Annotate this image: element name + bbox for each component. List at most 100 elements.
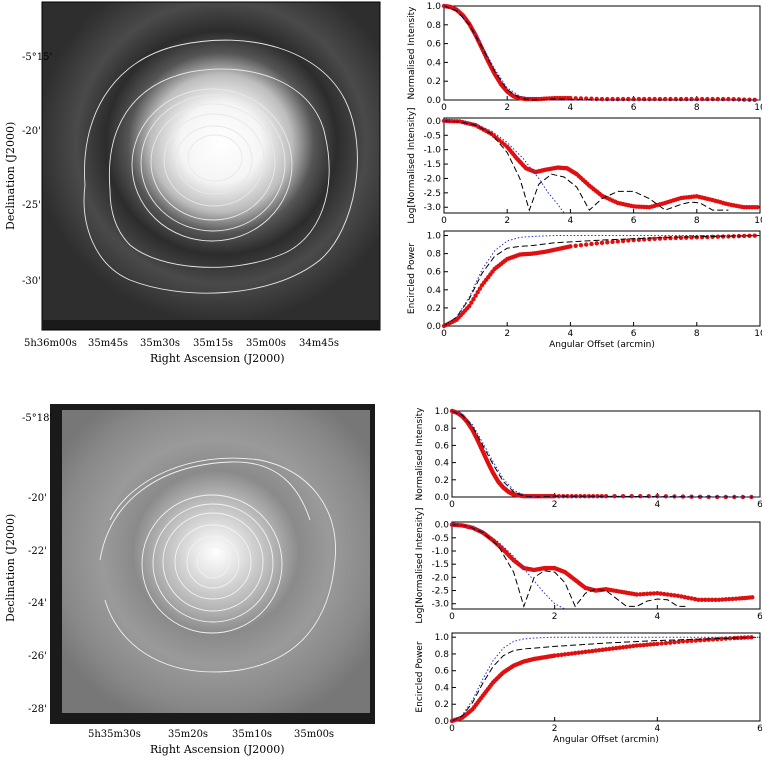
red-data-point bbox=[589, 241, 594, 247]
red-data-point bbox=[631, 643, 636, 649]
bottom-y-tick-1: -20' bbox=[28, 493, 47, 504]
red-data-point bbox=[648, 591, 653, 596]
bottom-y-tick-5: -28' bbox=[28, 704, 47, 715]
red-data-point bbox=[689, 96, 694, 102]
red-data-point bbox=[593, 648, 598, 653]
red-data-point bbox=[720, 597, 725, 602]
x-tick-label: 6 bbox=[631, 329, 637, 339]
red-data-point bbox=[672, 593, 677, 598]
red-data-point bbox=[705, 234, 710, 240]
red-data-point bbox=[568, 244, 573, 249]
bottom-x-tick-3: 35m00s bbox=[294, 729, 334, 740]
red-data-point bbox=[703, 597, 708, 602]
red-data-point bbox=[634, 643, 639, 648]
red-data-point bbox=[699, 597, 705, 602]
red-data-point bbox=[755, 205, 760, 210]
blue-dotted-line bbox=[451, 636, 760, 722]
red-data-point bbox=[638, 643, 643, 648]
red-data-point bbox=[562, 652, 568, 657]
red-data-point bbox=[647, 96, 652, 102]
y-tick-label: -1.5 bbox=[431, 560, 449, 570]
top-x-tick-1: 35m45s bbox=[88, 338, 128, 349]
top-y-tick-0: -5°15' bbox=[22, 52, 52, 63]
x-tick-label: 2 bbox=[504, 329, 510, 339]
y-tick-label: 0.0 bbox=[435, 717, 450, 727]
x-tick-label: 8 bbox=[694, 103, 700, 113]
plot-y-label: Log[Normalised Intensity] bbox=[407, 107, 417, 223]
red-data-point bbox=[614, 645, 619, 651]
bottom-y-tick-2: -22' bbox=[28, 546, 47, 557]
x-tick-label: 6 bbox=[631, 216, 637, 226]
red-data-point bbox=[692, 596, 698, 602]
red-data-point bbox=[699, 234, 705, 240]
red-data-point bbox=[713, 597, 718, 602]
red-data-point bbox=[644, 642, 650, 647]
red-data-point bbox=[610, 239, 615, 245]
y-tick-label: 0.0 bbox=[435, 493, 450, 503]
red-data-point bbox=[626, 96, 631, 102]
red-data-point bbox=[648, 642, 653, 647]
red-data-point bbox=[615, 239, 620, 244]
y-tick-label: 0.4 bbox=[435, 683, 450, 693]
y-tick-label: 0.6 bbox=[427, 40, 442, 50]
red-data-point bbox=[573, 650, 578, 656]
red-data-point bbox=[599, 240, 605, 245]
plot-frame-3 bbox=[443, 230, 761, 327]
red-data-point bbox=[638, 592, 643, 597]
top-x-tick-0: 5h36m00s bbox=[24, 338, 77, 349]
red-data-point bbox=[631, 96, 636, 102]
plot-y-label: Log[Normalised Intensity] bbox=[415, 507, 425, 623]
blue-dotted-line bbox=[443, 120, 565, 214]
y-tick-label: 0.2 bbox=[435, 700, 449, 710]
red-data-point bbox=[710, 637, 716, 642]
red-data-point bbox=[726, 96, 731, 102]
y-tick-label: 0.6 bbox=[435, 667, 450, 677]
x-tick-label: 0 bbox=[449, 724, 455, 734]
y-tick-label: -1.0 bbox=[431, 547, 449, 557]
red-data-point bbox=[726, 234, 731, 239]
red-data-point bbox=[706, 597, 711, 602]
red-data-point bbox=[610, 96, 615, 102]
y-tick-label: -3.0 bbox=[423, 203, 441, 213]
x-tick-label: 6 bbox=[757, 612, 762, 622]
bottom-y-tick-0: -5°18' bbox=[22, 413, 52, 424]
plot-y-label: Encircled Power bbox=[415, 641, 425, 712]
red-data-point bbox=[661, 591, 667, 597]
bottom-y-label: Declination (J2000) bbox=[4, 514, 17, 622]
red-data-point bbox=[715, 636, 720, 642]
blue-dotted-line bbox=[443, 235, 760, 327]
plot-frame-5 bbox=[451, 410, 761, 498]
black-dashed-line bbox=[451, 636, 761, 722]
x-tick-label: 8 bbox=[694, 329, 700, 339]
y-tick-label: 0.0 bbox=[435, 521, 450, 531]
red-data-point bbox=[679, 594, 684, 599]
red-data-point bbox=[620, 645, 626, 650]
red-data-point bbox=[627, 644, 633, 649]
red-data-point bbox=[663, 96, 668, 102]
red-data-point bbox=[706, 637, 711, 642]
red-data-point bbox=[659, 641, 664, 646]
red-data-point bbox=[685, 595, 691, 600]
red-data-point bbox=[663, 236, 668, 241]
red-data-point bbox=[663, 640, 669, 646]
red-data-point bbox=[668, 235, 673, 241]
top-x-tick-3: 35m15s bbox=[193, 338, 233, 349]
y-tick-label: 0.0 bbox=[427, 322, 442, 332]
y-tick-label: -2.0 bbox=[423, 174, 441, 184]
red-data-point bbox=[584, 242, 589, 247]
red-data-point bbox=[552, 653, 557, 658]
red-data-point bbox=[696, 597, 701, 602]
x-tick-label: 2 bbox=[552, 612, 558, 622]
red-data-point bbox=[469, 300, 474, 305]
red-data-point bbox=[603, 647, 609, 652]
x-tick-label: 2 bbox=[552, 500, 558, 510]
plot-x-label: Angular Offset (arcmin) bbox=[553, 735, 659, 745]
bottom-x-tick-1: 35m20s bbox=[168, 729, 208, 740]
red-data-point bbox=[668, 592, 674, 598]
red-data-point bbox=[596, 647, 602, 653]
y-tick-label: 1.0 bbox=[427, 232, 442, 242]
red-data-point bbox=[682, 594, 687, 600]
red-data-point bbox=[676, 639, 681, 644]
red-data-point bbox=[667, 640, 673, 645]
red-data-point bbox=[709, 597, 715, 602]
